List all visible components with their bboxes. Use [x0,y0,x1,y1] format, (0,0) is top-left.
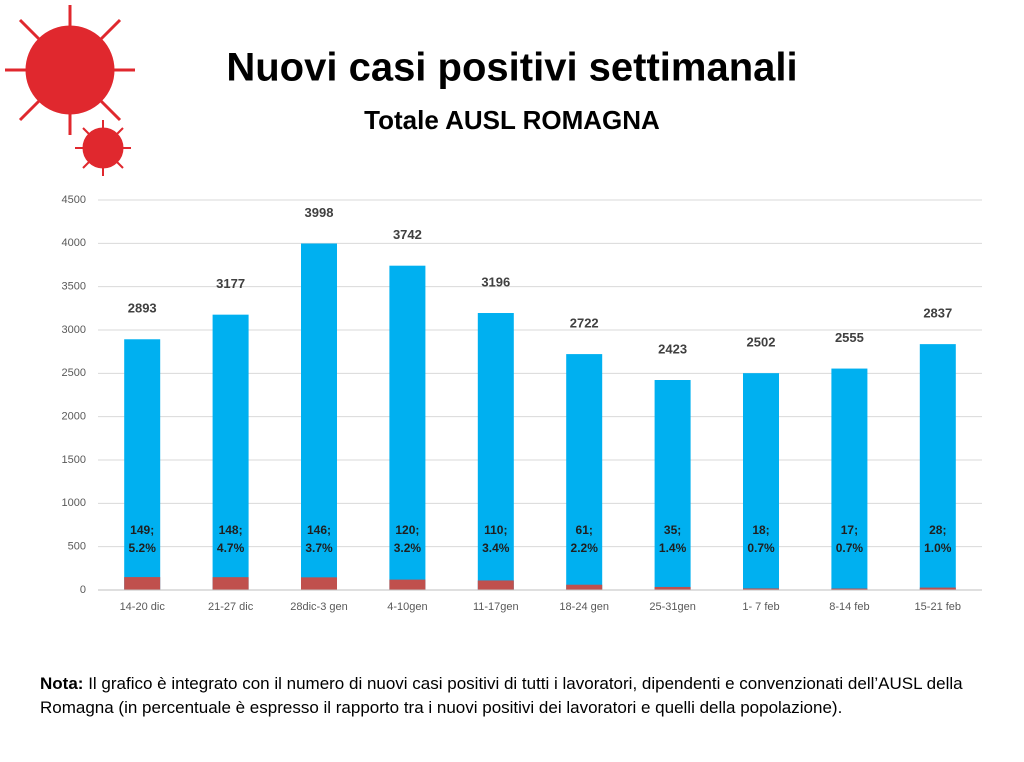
bar [566,584,603,590]
data-label-line: 35; [664,523,681,537]
data-label: 2722 [570,316,599,331]
data-label: 149; 5.2% [129,523,157,555]
data-label-line: 18; [752,523,769,537]
data-label: 61; 2.2% [571,523,599,555]
virus-decoration [5,5,135,176]
bar [919,587,956,590]
data-label: 110; 3.4% [482,523,510,555]
data-label-line: 4.7% [217,541,245,555]
bar [212,577,249,590]
data-label-line: 1.4% [659,541,687,555]
y-tick-label: 1500 [62,454,86,466]
data-label-line: 149; [130,523,154,537]
note-label: Nota: [40,674,84,693]
bar [919,344,956,590]
chart: Nuovi casi positivi settimanali Totale A… [5,5,982,613]
data-label-line: 3.4% [482,541,510,555]
bar [654,380,691,590]
data-label-line: 120; [395,523,419,537]
x-tick-label: 11-17gen [473,601,519,613]
data-label: 2502 [747,335,776,350]
data-label-line: 146; [307,523,331,537]
x-tick-label: 21-27 dic [208,601,254,613]
x-tick-label: 8-14 feb [829,601,869,613]
bar [477,313,514,590]
y-tick-label: 4000 [62,237,86,249]
y-tick-label: 4500 [62,194,86,206]
bar [831,368,868,590]
data-label-line: 110; [484,523,507,537]
data-label-line: 3.2% [394,541,422,555]
chart-title: Nuovi casi positivi settimanali [226,46,797,90]
x-tick-label: 15-21 feb [915,601,961,613]
bar [301,577,337,590]
y-tick-label: 500 [68,541,86,553]
data-label: 28; 1.0% [924,523,952,555]
data-label: 2893 [128,301,157,316]
data-label: 35; 1.4% [659,523,687,555]
bar [743,373,779,590]
data-label: 3177 [216,276,245,291]
x-tick-label: 18-24 gen [559,601,609,613]
bar [654,586,691,590]
note: Nota: Il grafico è integrato con il nume… [40,672,970,720]
data-label-line: 0.7% [747,541,775,555]
bar [389,265,426,590]
data-label: 146; 3.7% [305,523,333,555]
data-label: 17; 0.7% [836,523,864,555]
bar [477,580,514,590]
data-label: 18; 0.7% [747,523,775,555]
y-tick-label: 2500 [62,367,86,379]
data-label: 148; 4.7% [217,523,245,555]
y-tick-label: 0 [80,584,86,596]
data-label: 2423 [658,341,687,356]
data-label: 3196 [481,274,510,289]
note-text: Il grafico è integrato con il numero di … [40,674,963,717]
data-label-line: 17; [841,523,858,537]
chart-subtitle: Totale AUSL ROMAGNA [364,105,660,135]
y-tick-label: 3000 [62,324,86,336]
x-tick-label: 14-20 dic [120,601,166,613]
data-label-line: 2.2% [571,541,599,555]
bar [566,354,603,590]
data-label-line: 148; [219,523,243,537]
data-label-line: 28; [929,523,946,537]
data-label: 3998 [305,205,334,220]
data-label-line: 5.2% [129,541,157,555]
bar [831,588,868,590]
y-tick-label: 2000 [62,411,86,423]
bar [389,579,426,590]
data-label-line: 1.0% [924,541,952,555]
data-label: 2837 [923,306,952,321]
bar [743,588,779,590]
bar [124,339,161,590]
bar [212,314,249,590]
data-label-line: 0.7% [836,541,864,555]
x-tick-label: 1- 7 feb [742,601,779,613]
y-tick-label: 1000 [62,497,86,509]
data-label-line: 61; [576,523,593,537]
bar [301,243,337,591]
x-tick-label: 28dic-3 gen [290,601,348,613]
y-tick-label: 3500 [62,281,86,293]
x-tick-label: 4-10gen [387,601,427,613]
data-label-line: 3.7% [305,541,333,555]
data-label: 120; 3.2% [394,523,422,555]
bar [124,577,161,590]
data-label: 3742 [393,227,422,242]
x-tick-label: 25-31gen [649,601,696,613]
data-label: 2555 [835,330,864,345]
